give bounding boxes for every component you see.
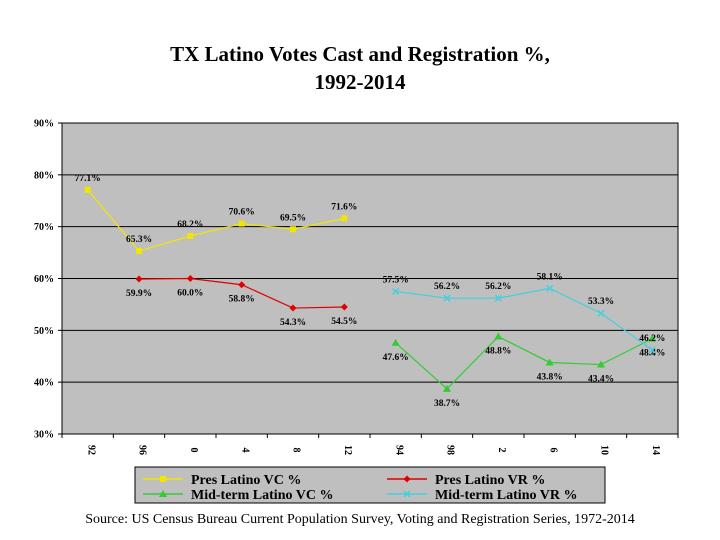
legend-label: Mid-term Latino VC % [191, 488, 333, 503]
x-tick-label: 2 [496, 448, 507, 453]
data-label-mid-term-latino-vc: 48.8% [485, 347, 511, 357]
data-point-pres-latino-vc [238, 220, 245, 227]
y-tick-label: 50% [34, 326, 54, 337]
y-tick-label: 40% [34, 378, 54, 389]
data-label-mid-term-latino-vr: 46.2% [639, 334, 665, 344]
data-point-pres-latino-vr [135, 275, 143, 283]
y-tick-label: 80% [34, 170, 54, 181]
data-label-pres-latino-vc: 68.2% [177, 220, 203, 230]
series-line-mid-term-latino-vr [395, 287, 653, 351]
data-label-mid-term-latino-vc: 43.4% [588, 375, 614, 385]
data-point-pres-latino-vc [187, 232, 194, 239]
data-label-mid-term-latino-vc: 38.7% [434, 399, 460, 409]
data-label-pres-latino-vc: 65.3% [126, 235, 152, 245]
data-point-mid-term-latino-vc [648, 334, 657, 342]
y-tick-label: 60% [34, 274, 54, 285]
y-tick-label: 70% [34, 222, 54, 233]
data-label-pres-latino-vr: 58.8% [229, 295, 255, 305]
x-tick-label: 14 [650, 445, 661, 455]
data-label-pres-latino-vr: 60.0% [177, 289, 203, 299]
data-point-mid-term-latino-vc [391, 338, 400, 346]
data-label-mid-term-latino-vr: 56.2% [434, 282, 460, 292]
legend-label: Mid-term Latino VR % [435, 488, 577, 503]
y-tick-label: 30% [34, 430, 54, 441]
data-label-mid-term-latino-vc: 48.4% [639, 349, 665, 359]
data-point-mid-term-latino-vr [494, 294, 502, 302]
data-point-mid-term-latino-vr [597, 309, 605, 317]
data-label-mid-term-latino-vc: 47.6% [383, 353, 409, 363]
data-point-pres-latino-vc [84, 186, 91, 193]
legend-swatch-marker [160, 476, 166, 482]
data-label-pres-latino-vr: 54.5% [331, 317, 357, 327]
data-label-mid-term-latino-vr: 56.2% [485, 282, 511, 292]
x-tick-label: 0 [188, 448, 199, 453]
data-label-pres-latino-vc: 69.5% [280, 213, 306, 223]
data-point-mid-term-latino-vc [494, 332, 503, 340]
x-tick-label: 92 [85, 445, 96, 455]
data-point-mid-term-latino-vr [546, 284, 554, 292]
data-point-pres-latino-vr [186, 275, 194, 282]
data-point-pres-latino-vc [290, 226, 296, 233]
data-label-pres-latino-vr: 54.3% [280, 318, 306, 328]
data-point-mid-term-latino-vc [443, 384, 451, 392]
data-point-mid-term-latino-vc [545, 358, 554, 366]
legend-swatch-marker [159, 490, 167, 497]
legend-label: Pres Latino VR % [435, 473, 545, 488]
x-tick-label: 6 [547, 448, 558, 453]
x-tick-label: 8 [291, 448, 302, 453]
legend-label: Pres Latino VC % [191, 473, 301, 488]
line-chart: 30% 40% 50% 60% 70% 80% 90% 92 96 0 4 8 12 94 98 2 6 10 14… [34, 119, 679, 504]
data-label-mid-term-latino-vr: 58.1% [537, 272, 563, 282]
source-note: Source: US Census Bureau Current Populat… [85, 512, 635, 527]
data-label-pres-latino-vc: 71.6% [331, 202, 357, 212]
y-tick-label: 90% [34, 119, 54, 130]
x-tick-label: 96 [137, 445, 148, 455]
data-point-pres-latino-vr [289, 304, 297, 312]
legend-swatch-marker [403, 490, 411, 498]
series-line-pres-latino-vc [87, 189, 345, 252]
data-label-mid-term-latino-vr: 57.5% [383, 275, 409, 285]
x-tick-label: 4 [239, 448, 250, 453]
data-point-mid-term-latino-vr [648, 346, 656, 354]
data-label-pres-latino-vc: 70.6% [229, 208, 255, 218]
x-tick-label: 12 [342, 445, 353, 455]
data-point-pres-latino-vr [238, 281, 246, 289]
data-label-mid-term-latino-vc: 43.8% [537, 372, 563, 382]
x-tick-label: 94 [393, 445, 404, 455]
data-point-mid-term-latino-vr [443, 294, 451, 302]
data-point-mid-term-latino-vc [597, 360, 605, 368]
chart-title-line-2: 1992-2014 [314, 70, 406, 94]
data-point-pres-latino-vc [136, 248, 142, 255]
data-label-pres-latino-vr: 59.9% [126, 289, 152, 299]
x-tick-label: 10 [599, 445, 610, 455]
legend-box [134, 466, 606, 504]
chart-title-line-1: TX Latino Votes Cast and Registration %, [170, 42, 550, 66]
data-point-mid-term-latino-vr [392, 287, 400, 295]
series-line-mid-term-latino-vc [395, 335, 653, 390]
legend-swatch-marker [403, 475, 411, 483]
data-point-pres-latino-vc [341, 215, 348, 222]
x-tick-label: 98 [445, 445, 456, 455]
data-label-mid-term-latino-vr: 53.3% [588, 297, 614, 307]
data-point-pres-latino-vr [340, 303, 348, 311]
data-label-pres-latino-vc: 77.1% [75, 174, 101, 184]
